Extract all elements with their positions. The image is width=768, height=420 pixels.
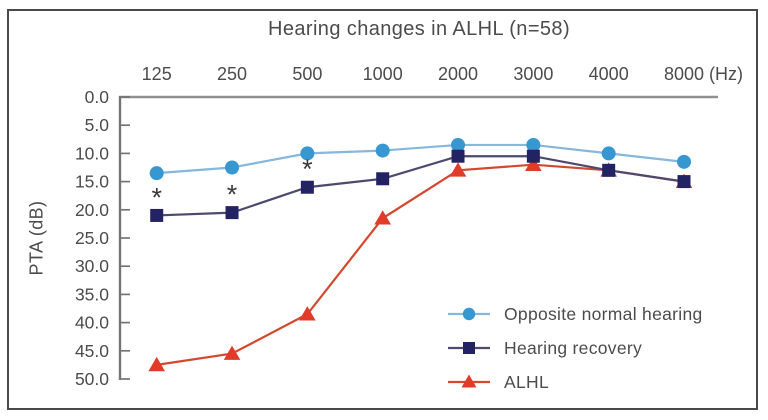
legend-label: Opposite normal hearing [504, 303, 703, 324]
opposite-normal-hearing-marker-circle-icon [677, 154, 692, 169]
y-tick-label: 20.0 [75, 200, 109, 220]
opposite-normal-hearing-line [156, 143, 685, 175]
x-tick-label: 1000 [363, 64, 403, 84]
opposite-normal-hearing-marker-circle-icon [526, 137, 541, 152]
legend-item-hearing-recovery: Hearing recovery [448, 331, 703, 365]
y-tick-label: 0.0 [85, 87, 110, 107]
x-tick-label: 8000 [664, 64, 704, 84]
alhl-marker-triangle-icon [525, 156, 542, 171]
y-tick-label: 5.0 [85, 115, 110, 135]
legend-item-opposite-normal-hearing: Opposite normal hearing [448, 297, 703, 331]
significance-asterisk: * [227, 180, 238, 210]
opposite-normal-hearing-marker-circle-icon [149, 166, 164, 181]
hearing-recovery-line [156, 155, 685, 217]
alhl-line [156, 163, 685, 366]
y-tick-label: 15.0 [75, 172, 109, 192]
x-axis-unit-label: (Hz) [709, 64, 743, 84]
opposite-normal-hearing-marker-circle-icon [300, 146, 315, 161]
x-tick-label: 2000 [438, 64, 478, 84]
opposite-normal-hearing-marker-circle-icon [375, 143, 390, 158]
y-tick-label: 45.0 [75, 341, 109, 361]
hearing-recovery-marker-square-icon [526, 149, 540, 163]
hearing-recovery-marker-square-icon [451, 149, 465, 163]
legend-item-alhl: ALHL [448, 365, 703, 399]
y-tick-label: 10.0 [75, 143, 109, 163]
significance-asterisk: * [151, 182, 162, 212]
opposite-normal-hearing-marker-circle-icon [601, 146, 616, 161]
hearing-recovery-marker-square-icon [602, 163, 616, 177]
y-tick-label: 25.0 [75, 228, 109, 248]
y-tick-label: 30.0 [75, 256, 109, 276]
legend-label: ALHL [504, 371, 549, 392]
legend-label: Hearing recovery [504, 337, 643, 358]
legend-marker-square-icon [448, 342, 490, 354]
alhl-marker-triangle-icon [449, 162, 467, 177]
x-tick-label: 250 [217, 64, 247, 84]
opposite-normal-hearing-marker-circle-icon [451, 137, 466, 152]
alhl-marker-triangle-icon [299, 306, 316, 321]
legend-marker-triangle-icon [448, 374, 490, 388]
alhl-marker-triangle-icon [148, 356, 165, 372]
legend: Opposite normal hearing Hearing recovery A… [448, 297, 703, 399]
hearing-recovery-marker-square-icon [376, 172, 390, 186]
hearing-recovery-marker-square-icon [150, 208, 164, 222]
alhl-marker-triangle-icon [374, 210, 391, 225]
hearing-recovery-marker-square-icon [225, 206, 239, 220]
x-tick-label: 3000 [513, 64, 553, 84]
opposite-normal-hearing-marker-circle-icon [225, 160, 240, 175]
chart-title: Hearing changes in ALHL (n=58) [268, 18, 570, 40]
alhl-marker-triangle-icon [223, 345, 241, 360]
significance-asterisk: * [302, 154, 313, 184]
hearing-recovery-marker-square-icon [677, 175, 691, 189]
y-tick-label: 50.0 [75, 369, 109, 389]
y-tick-label: 35.0 [75, 284, 109, 304]
x-tick-label: 4000 [589, 64, 629, 84]
y-tick-label: 40.0 [75, 313, 109, 333]
hearing-recovery-marker-square-icon [300, 180, 314, 194]
x-tick-label: 125 [142, 64, 172, 84]
legend-marker-circle-icon [448, 307, 490, 321]
figure-border [7, 9, 758, 410]
x-tick-label: 500 [292, 64, 322, 84]
